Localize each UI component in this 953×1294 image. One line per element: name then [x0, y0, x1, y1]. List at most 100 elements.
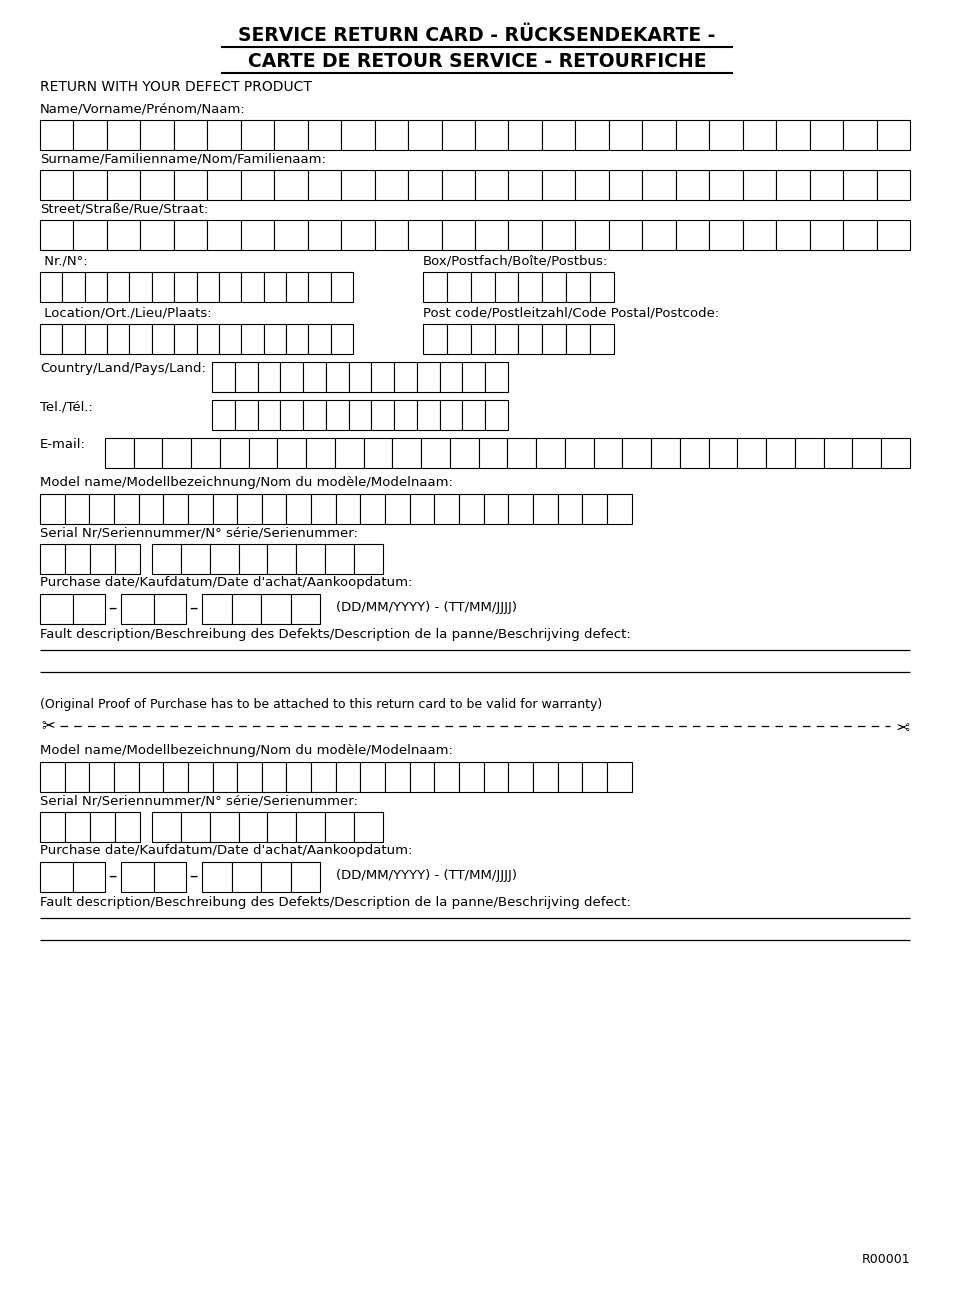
Bar: [73, 220, 107, 250]
Text: Serial Nr/Seriennummer/N° série/Serienummer:: Serial Nr/Seriennummer/N° série/Serienum…: [40, 795, 357, 807]
Bar: [881, 437, 909, 468]
Bar: [174, 272, 196, 302]
Text: Serial Nr/Seriennummer/N° série/Serienummer:: Serial Nr/Seriennummer/N° série/Serienum…: [40, 525, 357, 540]
Bar: [422, 272, 446, 302]
Bar: [675, 120, 708, 150]
Bar: [234, 362, 257, 392]
Bar: [202, 594, 232, 624]
Bar: [566, 272, 590, 302]
Text: ✂: ✂: [894, 716, 908, 734]
Bar: [210, 813, 238, 842]
Bar: [484, 362, 507, 392]
Bar: [232, 594, 261, 624]
Bar: [174, 324, 196, 355]
Bar: [280, 400, 303, 430]
Bar: [153, 594, 186, 624]
Bar: [73, 170, 107, 201]
Bar: [261, 862, 291, 892]
Bar: [152, 272, 174, 302]
Bar: [434, 762, 458, 792]
Bar: [590, 324, 614, 355]
Bar: [541, 220, 575, 250]
Bar: [107, 272, 130, 302]
Bar: [115, 813, 140, 842]
Bar: [408, 220, 441, 250]
Bar: [274, 220, 308, 250]
Bar: [130, 272, 152, 302]
Bar: [441, 120, 475, 150]
Text: Name/Vorname/Prénom/Naam:: Name/Vorname/Prénom/Naam:: [40, 102, 246, 115]
Bar: [238, 813, 267, 842]
Bar: [138, 762, 163, 792]
Text: E-mail:: E-mail:: [40, 437, 86, 452]
Bar: [280, 362, 303, 392]
Bar: [478, 437, 507, 468]
Bar: [416, 362, 439, 392]
Bar: [308, 170, 341, 201]
Bar: [360, 762, 385, 792]
Bar: [40, 813, 65, 842]
Bar: [441, 170, 475, 201]
Text: Purchase date/Kaufdatum/Date d'achat/Aankoopdatum:: Purchase date/Kaufdatum/Date d'achat/Aan…: [40, 844, 412, 857]
Bar: [809, 220, 842, 250]
Bar: [325, 362, 348, 392]
Bar: [261, 494, 286, 524]
Bar: [876, 120, 909, 150]
Bar: [606, 762, 631, 792]
Bar: [842, 220, 876, 250]
Bar: [508, 170, 541, 201]
Bar: [291, 862, 319, 892]
Bar: [286, 272, 308, 302]
Bar: [173, 120, 207, 150]
Bar: [212, 400, 234, 430]
Bar: [494, 324, 518, 355]
Text: –: –: [108, 867, 116, 885]
Bar: [335, 437, 363, 468]
Bar: [508, 220, 541, 250]
Bar: [335, 762, 360, 792]
Bar: [518, 324, 542, 355]
Bar: [341, 120, 375, 150]
Bar: [564, 437, 593, 468]
Bar: [263, 272, 286, 302]
Bar: [354, 813, 382, 842]
Bar: [72, 594, 105, 624]
Bar: [737, 437, 765, 468]
Bar: [267, 543, 295, 575]
Bar: [462, 400, 484, 430]
Bar: [213, 762, 237, 792]
Bar: [348, 362, 371, 392]
Bar: [240, 170, 274, 201]
Bar: [371, 362, 394, 392]
Text: R00001: R00001: [861, 1253, 909, 1266]
Bar: [303, 362, 325, 392]
Bar: [446, 272, 470, 302]
Bar: [267, 813, 295, 842]
Bar: [331, 324, 353, 355]
Bar: [876, 170, 909, 201]
Bar: [277, 437, 306, 468]
Bar: [219, 324, 241, 355]
Bar: [274, 170, 308, 201]
Bar: [422, 324, 446, 355]
Bar: [295, 813, 325, 842]
Bar: [462, 362, 484, 392]
Bar: [518, 272, 542, 302]
Bar: [90, 813, 115, 842]
Bar: [113, 762, 138, 792]
Bar: [295, 543, 325, 575]
Text: ✂: ✂: [41, 716, 55, 734]
Text: (Original Proof of Purchase has to be attached to this return card to be valid f: (Original Proof of Purchase has to be at…: [40, 697, 601, 710]
Bar: [65, 494, 90, 524]
Bar: [65, 762, 90, 792]
Bar: [794, 437, 822, 468]
Bar: [651, 437, 679, 468]
Bar: [575, 220, 608, 250]
Bar: [40, 324, 62, 355]
Text: Location/Ort./Lieu/Plaats:: Location/Ort./Lieu/Plaats:: [40, 305, 212, 320]
Bar: [240, 120, 274, 150]
Bar: [163, 494, 188, 524]
Bar: [291, 594, 319, 624]
Bar: [90, 494, 113, 524]
Bar: [140, 170, 173, 201]
